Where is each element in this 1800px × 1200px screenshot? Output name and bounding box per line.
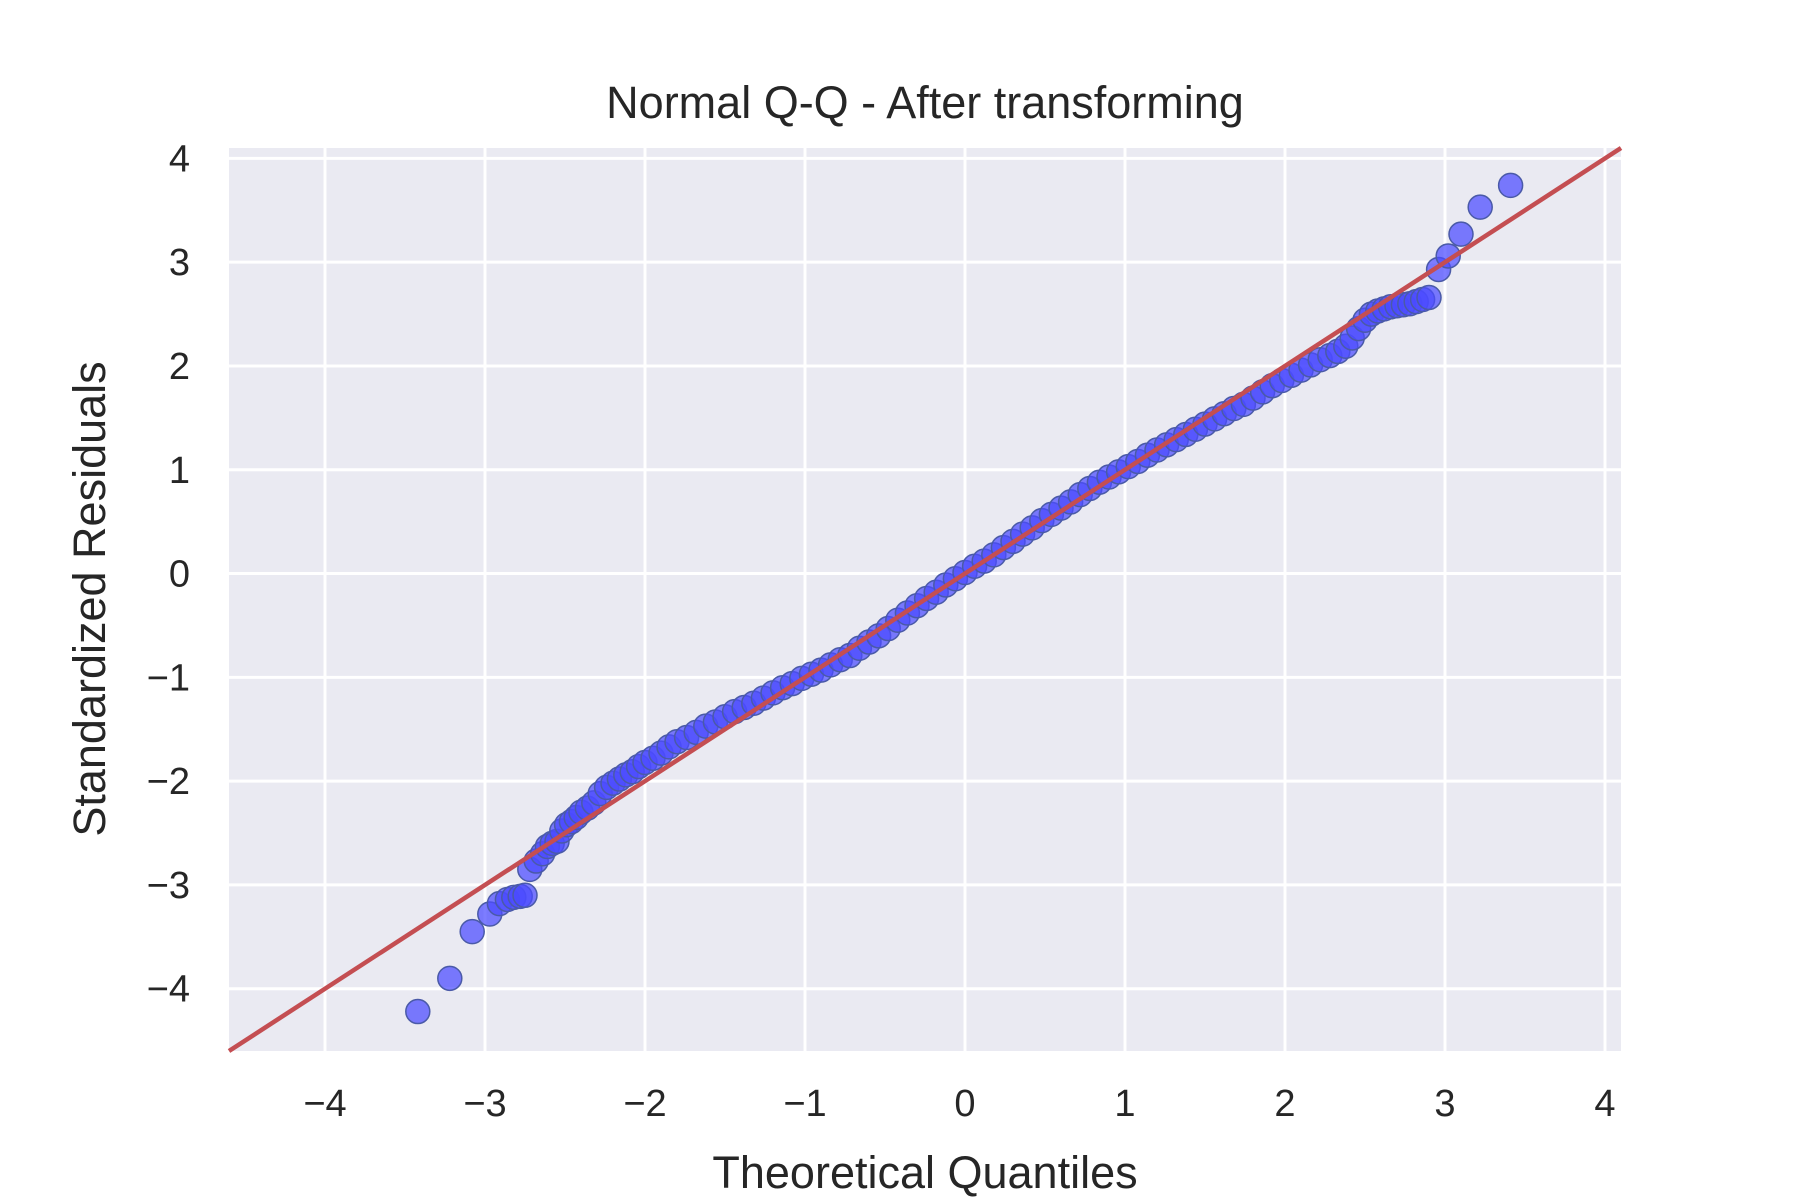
x-tick-label: −1: [783, 1083, 826, 1125]
reference-line: [227, 146, 1623, 1053]
data-point: [437, 965, 463, 992]
data-point: [1497, 172, 1524, 199]
x-tick-label: −2: [623, 1083, 666, 1125]
y-tick-label: 4: [169, 138, 190, 180]
x-tick-label: 3: [1434, 1083, 1455, 1125]
x-tick-label: 1: [1114, 1083, 1135, 1125]
x-tick-label: −3: [463, 1083, 506, 1125]
x-axis-label: Theoretical Quantiles: [712, 1147, 1137, 1198]
y-axis-label: Standardized Residuals: [64, 361, 115, 836]
x-tick-label: 2: [1274, 1083, 1295, 1125]
y-tick-labels: −4 −3 −2 −1 0 1 2 3 4: [147, 138, 190, 1010]
horizontal-gridlines: [229, 156, 1621, 991]
data-point: [1448, 221, 1474, 247]
y-tick-label: −2: [147, 761, 190, 803]
x-tick-label: 4: [1594, 1083, 1615, 1125]
y-tick-label: 1: [169, 450, 190, 492]
chart-title: Normal Q-Q - After transforming: [606, 77, 1244, 128]
data-point: [1416, 284, 1442, 311]
y-tick-label: −4: [147, 969, 190, 1011]
x-tick-labels: −4 −3 −2 −1 0 1 2 3 4: [303, 1083, 1615, 1125]
y-tick-label: −3: [147, 865, 190, 907]
data-point: [512, 882, 538, 909]
data-point: [405, 998, 431, 1025]
y-tick-label: −1: [147, 657, 190, 699]
x-tick-label: 0: [954, 1083, 975, 1125]
data-point: [459, 918, 485, 945]
x-tick-label: −4: [303, 1083, 346, 1125]
vertical-gridlines: [323, 148, 1607, 1051]
y-tick-label: 0: [169, 554, 190, 596]
y-tick-label: 2: [169, 346, 190, 388]
y-tick-label: 3: [169, 242, 190, 284]
data-point: [1467, 194, 1493, 220]
